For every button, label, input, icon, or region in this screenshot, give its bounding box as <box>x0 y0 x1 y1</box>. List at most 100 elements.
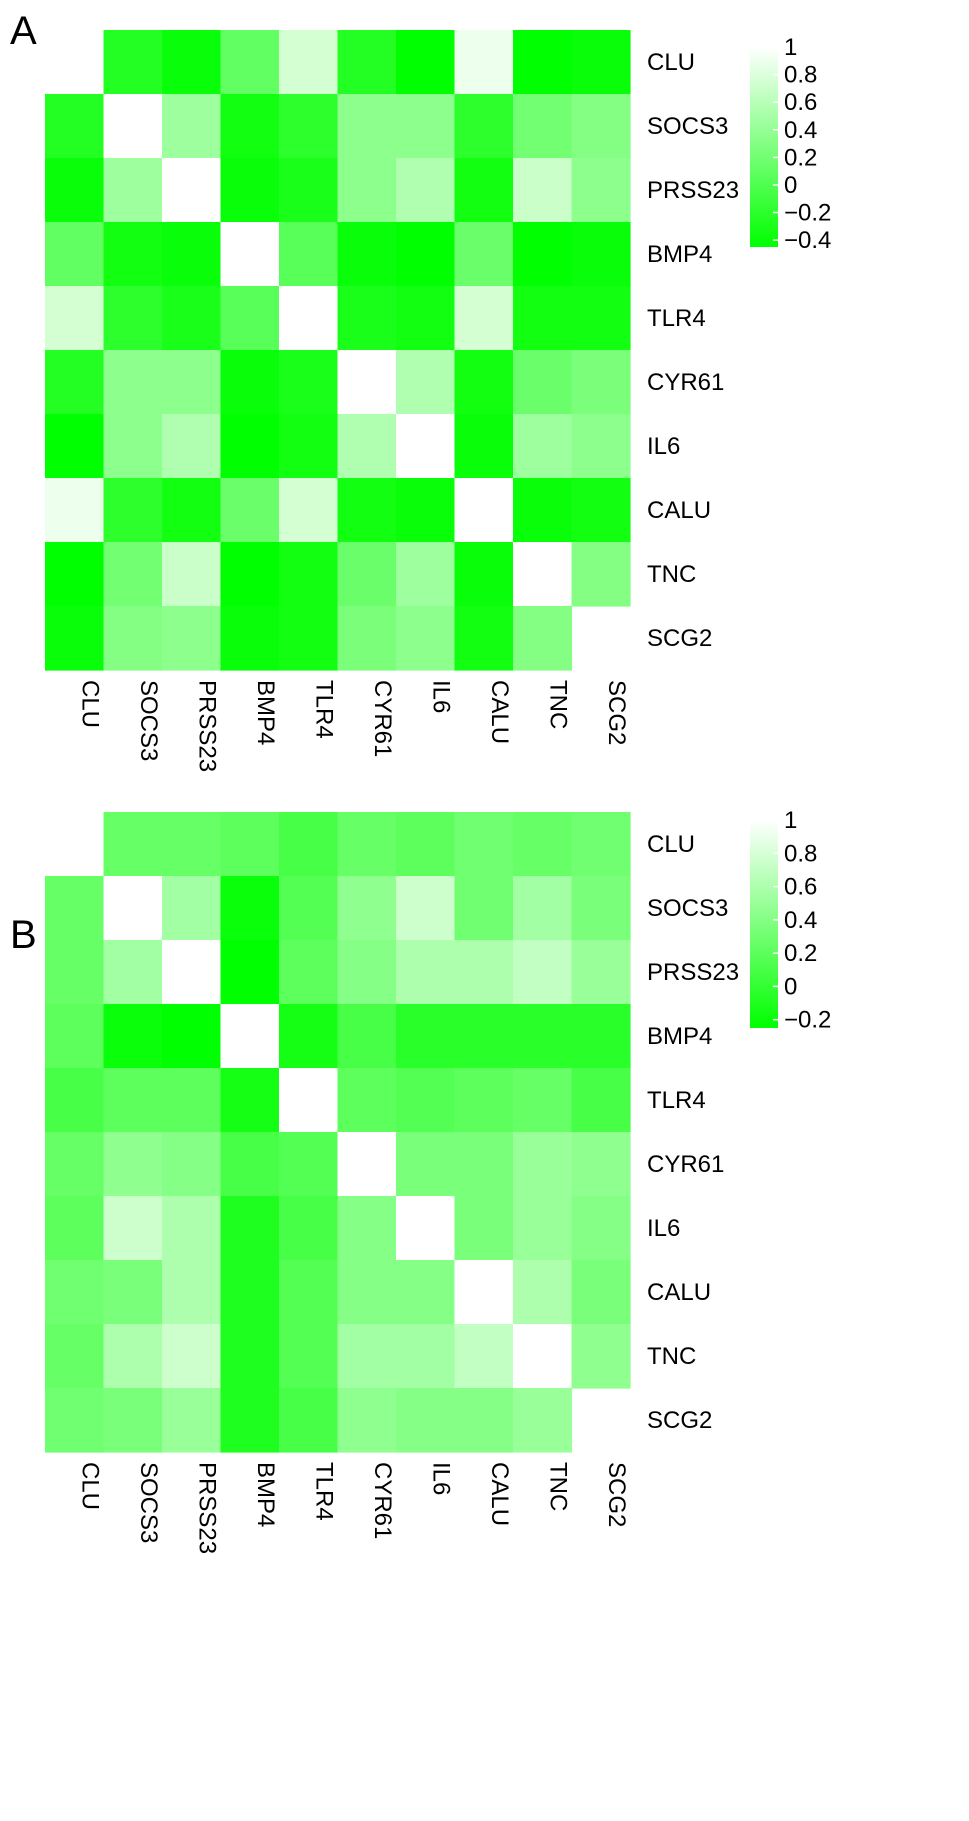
heatmap-cell <box>103 876 163 941</box>
colorbar-tick-label: 0.8 <box>784 62 817 89</box>
row-label: IL6 <box>647 433 680 460</box>
heatmap-cell <box>103 158 163 223</box>
heatmap-cell <box>220 1260 280 1325</box>
row-label: TNC <box>647 561 696 588</box>
heatmap-cell <box>103 1068 163 1133</box>
heatmap-cell <box>279 158 339 223</box>
row-label: CLU <box>647 49 695 76</box>
heatmap-cell <box>454 158 514 223</box>
heatmap-cell <box>162 1260 222 1325</box>
heatmap-cell <box>220 478 280 543</box>
heatmap-cell <box>45 286 105 351</box>
heatmap-cell <box>513 286 573 351</box>
heatmap-cell <box>454 542 514 607</box>
heatmap-cell <box>162 1196 222 1261</box>
heatmap-cell <box>45 1132 105 1197</box>
colorbar-tick-label: −0.2 <box>784 200 831 227</box>
heatmap-cell <box>279 876 339 941</box>
heatmap-cell <box>103 286 163 351</box>
heatmap-cell <box>337 222 397 287</box>
heatmap-cell <box>571 1260 631 1325</box>
heatmap-cell <box>571 1196 631 1261</box>
colorbar <box>750 820 778 1028</box>
row-label: SOCS3 <box>647 895 728 922</box>
heatmap-cell <box>279 286 339 351</box>
heatmap-cell <box>396 158 456 223</box>
heatmap-cell <box>337 1068 397 1133</box>
heatmap-cell <box>337 1324 397 1389</box>
column-label: SCG2 <box>603 1462 630 1527</box>
column-label: SOCS3 <box>135 1462 162 1543</box>
heatmap-cell <box>396 30 456 95</box>
heatmap-cell <box>396 1132 456 1197</box>
column-label: CYR61 <box>369 680 396 757</box>
heatmap-cell <box>571 1324 631 1389</box>
heatmap-cell <box>162 812 222 877</box>
heatmap-cell <box>337 30 397 95</box>
heatmap-cell <box>571 1132 631 1197</box>
column-label: BMP4 <box>252 680 279 745</box>
heatmap-cell <box>454 1068 514 1133</box>
column-label: CLU <box>76 680 103 728</box>
column-label: CALU <box>486 680 513 744</box>
heatmap-cell <box>220 222 280 287</box>
heatmap-cell <box>162 1132 222 1197</box>
heatmap-cell <box>279 30 339 95</box>
heatmap-cell <box>571 350 631 415</box>
heatmap-cell <box>571 1004 631 1069</box>
heatmap-cell <box>337 1132 397 1197</box>
heatmap-cell <box>279 414 339 479</box>
heatmap-cell <box>45 414 105 479</box>
heatmap-cell <box>337 1260 397 1325</box>
colorbar-tick-label: 1 <box>784 807 797 834</box>
colorbar-tick-label: 0.2 <box>784 144 817 171</box>
heatmap-cell <box>45 222 105 287</box>
colorbar-tick-label: 0.8 <box>784 840 817 867</box>
heatmap-cell <box>220 30 280 95</box>
heatmap-cell <box>513 542 573 607</box>
heatmap-cell <box>279 1388 339 1453</box>
heatmap-cell <box>103 222 163 287</box>
heatmap-cell <box>220 812 280 877</box>
heatmap-cell <box>103 350 163 415</box>
heatmap-cell <box>103 1388 163 1453</box>
heatmap-cell <box>45 158 105 223</box>
column-label: CYR61 <box>369 1462 396 1539</box>
heatmap-cell <box>513 876 573 941</box>
heatmap-cell <box>454 478 514 543</box>
row-label: PRSS23 <box>647 177 739 204</box>
row-label: BMP4 <box>647 241 712 268</box>
heatmap-cell <box>162 414 222 479</box>
heatmap-cell <box>571 1068 631 1133</box>
heatmap-cell <box>513 1004 573 1069</box>
heatmap-cell <box>162 940 222 1005</box>
heatmap-cell <box>513 222 573 287</box>
heatmap-cell <box>103 940 163 1005</box>
heatmap-cell <box>454 1324 514 1389</box>
column-label: IL6 <box>427 680 454 713</box>
heatmap-cell <box>396 542 456 607</box>
row-label: BMP4 <box>647 1023 712 1050</box>
colorbar-tick-label: 0.6 <box>784 89 817 116</box>
heatmap-cell <box>45 606 105 671</box>
colorbar-tick-label: 0.6 <box>784 874 817 901</box>
heatmap-cell <box>337 478 397 543</box>
heatmap-cell <box>45 1260 105 1325</box>
heatmap-cell <box>571 542 631 607</box>
heatmap-cell <box>162 222 222 287</box>
heatmap-panel-a: A CLU SOCS3 PRSS23 BMP4 TLR4 CYR61 IL6 CALU TNC S… <box>10 9 831 772</box>
heatmap-cell <box>513 940 573 1005</box>
heatmap-cell <box>396 1068 456 1133</box>
heatmap-cell <box>513 1068 573 1133</box>
heatmap-cell <box>279 1324 339 1389</box>
heatmap-cell <box>279 940 339 1005</box>
heatmap-cell <box>454 30 514 95</box>
heatmap-cell <box>45 1068 105 1133</box>
row-label: CALU <box>647 1279 711 1306</box>
heatmap-cell <box>454 94 514 159</box>
heatmap-cell <box>220 94 280 159</box>
heatmap-cell <box>279 1004 339 1069</box>
heatmap-cell <box>513 94 573 159</box>
heatmap-cell <box>220 158 280 223</box>
